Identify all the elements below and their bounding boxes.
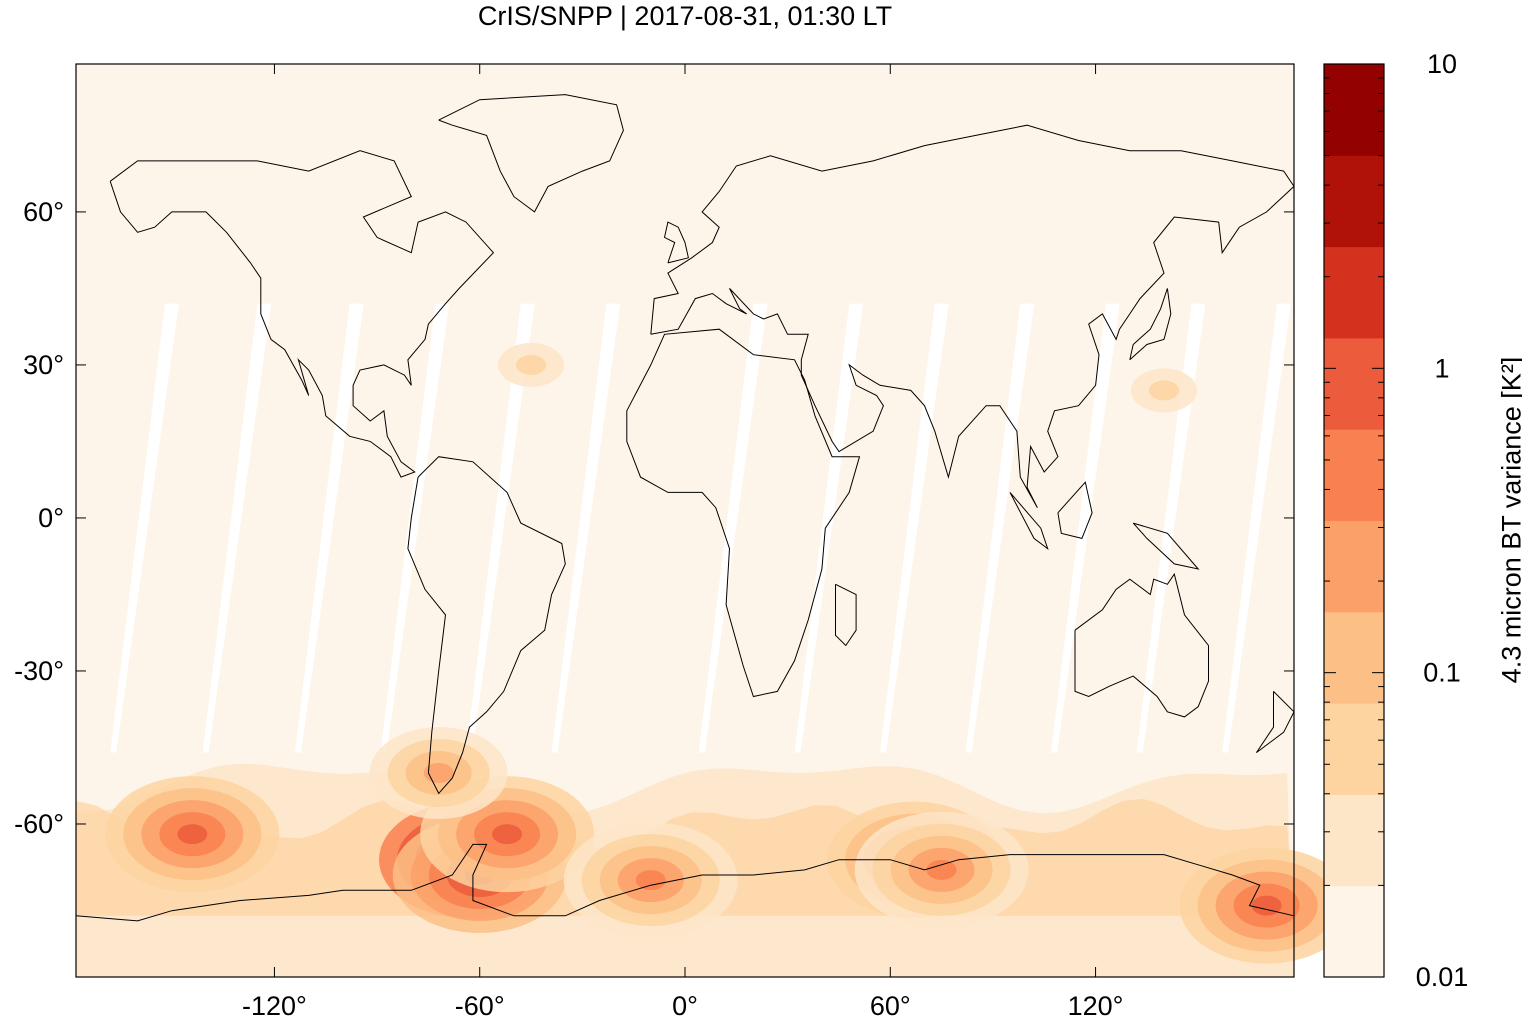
swath-gap: [1136, 303, 1206, 753]
variance-hotspot: [516, 354, 547, 375]
coastline: [1074, 572, 1209, 718]
y-tick-label: 30°: [23, 350, 64, 380]
variance-hotspot: [177, 824, 208, 845]
coastline: [650, 124, 1295, 508]
x-tick-label: -120°: [242, 991, 307, 1020]
coastline: [75, 843, 1295, 922]
map-panel: -120° -60° 0° 60° 120° 60° 30° 0° -30° -60°: [14, 63, 1354, 1020]
colorbar-bin: [1324, 155, 1384, 248]
colorbar-bin: [1324, 64, 1384, 156]
coastline: [407, 456, 566, 795]
colorbar: 10 1 0.1 0.01: [1323, 49, 1468, 992]
x-tick-label: 0°: [672, 991, 698, 1020]
colorbar-bin: [1324, 885, 1384, 978]
coastline: [626, 328, 861, 698]
swath-gap: [110, 303, 179, 753]
colorbar-bin: [1324, 520, 1384, 613]
variance-hotspot: [1251, 895, 1282, 916]
coastline: [663, 221, 689, 264]
variance-hotspot: [1148, 380, 1179, 401]
swath-gap: [202, 303, 272, 753]
colorbar-tick-label: 1: [1434, 353, 1449, 383]
colorbar-bin: [1324, 794, 1384, 887]
coastline: [438, 94, 624, 213]
colorbar-label: 4.3 micron BT variance [K²]: [1496, 356, 1522, 684]
coastlines: [75, 94, 1295, 922]
coastline: [109, 150, 495, 478]
variance-hotspots: [105, 342, 1354, 964]
coastline: [1132, 522, 1200, 570]
colorbar-tick-label: 0.01: [1416, 962, 1469, 992]
y-tick-label: -30°: [14, 656, 64, 686]
swath-gap: [1222, 303, 1291, 753]
variance-hotspot: [492, 824, 523, 845]
colorbar-tick-label: 0.1: [1423, 658, 1461, 688]
coastline: [1129, 288, 1172, 361]
swath-gap: [551, 303, 621, 753]
colorbar-frame: [1323, 63, 1385, 978]
variance-hotspot: [926, 859, 957, 880]
swath-gap: [380, 303, 450, 753]
y-tick-label: 60°: [23, 197, 64, 227]
y-tick-label: 0°: [38, 503, 64, 533]
colorbar-ticks: 10 1 0.1 0.01: [1324, 49, 1468, 992]
variance-hotspot: [635, 870, 666, 891]
chart-title: CrIS/SNPP | 2017-08-31, 01:30 LT: [477, 1, 893, 31]
colorbar-bin: [1324, 703, 1384, 795]
coastline: [835, 583, 857, 647]
swath-gap: [466, 303, 535, 753]
coastline: [1057, 481, 1093, 539]
orbit-swath-gaps: [110, 303, 1291, 753]
x-tick-label: -60°: [455, 991, 505, 1020]
y-axis: 60° 30° 0° -30° -60°: [14, 197, 1294, 839]
swath-gap: [698, 303, 768, 753]
colorbar-bin: [1324, 246, 1384, 339]
y-tick-label: -60°: [14, 809, 64, 839]
coastline: [1009, 492, 1049, 550]
colorbar-bin: [1324, 611, 1384, 704]
swath-gap: [294, 303, 364, 753]
colorbar-tick-label: 10: [1427, 49, 1457, 79]
swath-gap: [794, 303, 864, 753]
x-tick-label: 60°: [870, 991, 911, 1020]
x-tick-label: 120°: [1068, 991, 1124, 1020]
swath-gap: [880, 303, 949, 753]
x-axis: -120° -60° 0° 60° 120°: [242, 64, 1123, 1020]
colorbar-bin: [1324, 429, 1384, 521]
colorbar-bin: [1324, 337, 1384, 430]
swath-gap: [965, 303, 1035, 753]
